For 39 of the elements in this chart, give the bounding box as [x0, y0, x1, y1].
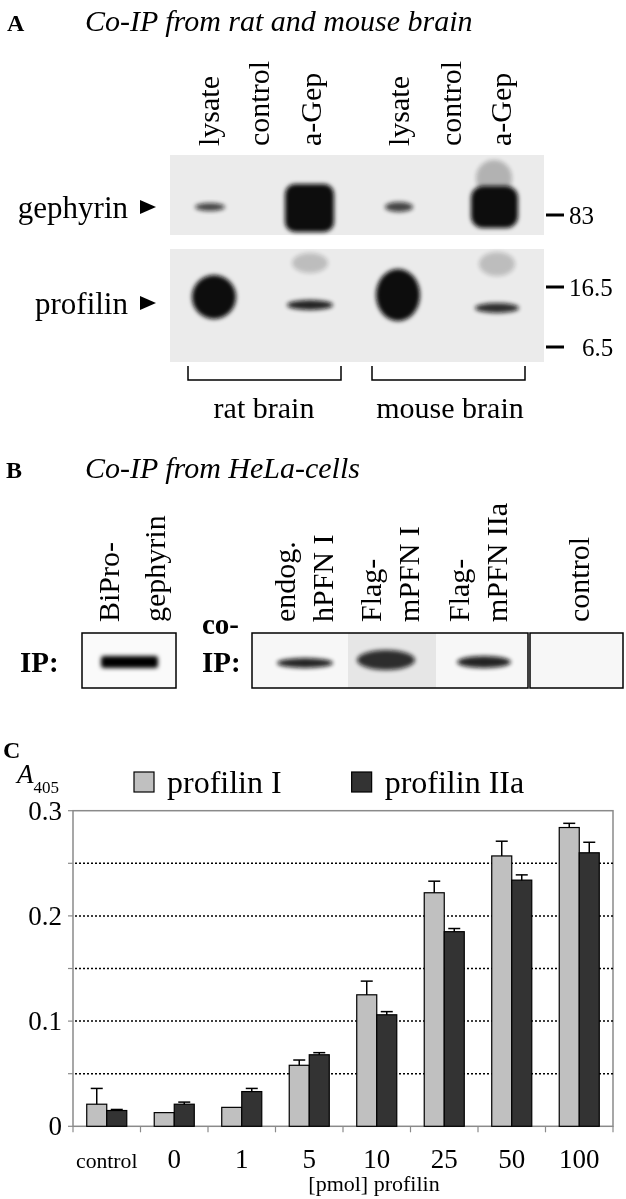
y-tick-label: 0 — [48, 1111, 62, 1142]
text: A — [7, 10, 25, 36]
text: control — [433, 61, 467, 146]
text: co-IP: — [202, 608, 241, 678]
text: lysate — [191, 76, 225, 146]
x-tick-label: control — [76, 1149, 138, 1173]
text: a-Gep — [483, 72, 517, 146]
text: Flag-mPFN I — [353, 526, 425, 622]
x-tick-label: 0 — [167, 1144, 181, 1174]
text: profilin — [35, 285, 129, 321]
text: control — [561, 537, 595, 622]
text: 16.5 — [569, 273, 613, 301]
text: a-Gep — [293, 72, 327, 146]
text: endog. hPFN I — [267, 534, 339, 622]
text: 6.5 — [582, 333, 614, 361]
text: B — [6, 457, 23, 483]
x-tick-label: 100 — [559, 1144, 600, 1174]
text: BiPro-gephyrin — [91, 515, 171, 622]
legend-label: profilin I — [167, 764, 282, 800]
text: control — [241, 61, 275, 146]
x-tick-label: 25 — [430, 1144, 458, 1174]
x-tick-label: 10 — [363, 1144, 391, 1174]
x-tick-label: 5 — [302, 1144, 316, 1174]
text: mouse brain — [376, 391, 524, 424]
x-tick-label: 1 — [235, 1144, 249, 1174]
text: Flag-mPFN IIa — [441, 502, 513, 622]
y-tick-label: 0.2 — [28, 900, 62, 931]
text: gephyrin — [17, 189, 129, 225]
text: Co-IP from rat and mouse brain — [85, 4, 473, 37]
text: IP: — [20, 646, 59, 678]
text: rat brain — [213, 391, 315, 424]
text: 83 — [569, 201, 594, 229]
y-tick-label: 0.3 — [28, 795, 62, 826]
y-tick-label: 0.1 — [28, 1006, 62, 1037]
legend-label: profilin IIa — [384, 764, 525, 800]
text: lysate — [381, 76, 415, 146]
text: Co-IP from HeLa-cells — [85, 451, 360, 484]
x-axis-title: [pmol] profilin — [308, 1171, 440, 1196]
x-tick-label: 50 — [498, 1144, 526, 1174]
